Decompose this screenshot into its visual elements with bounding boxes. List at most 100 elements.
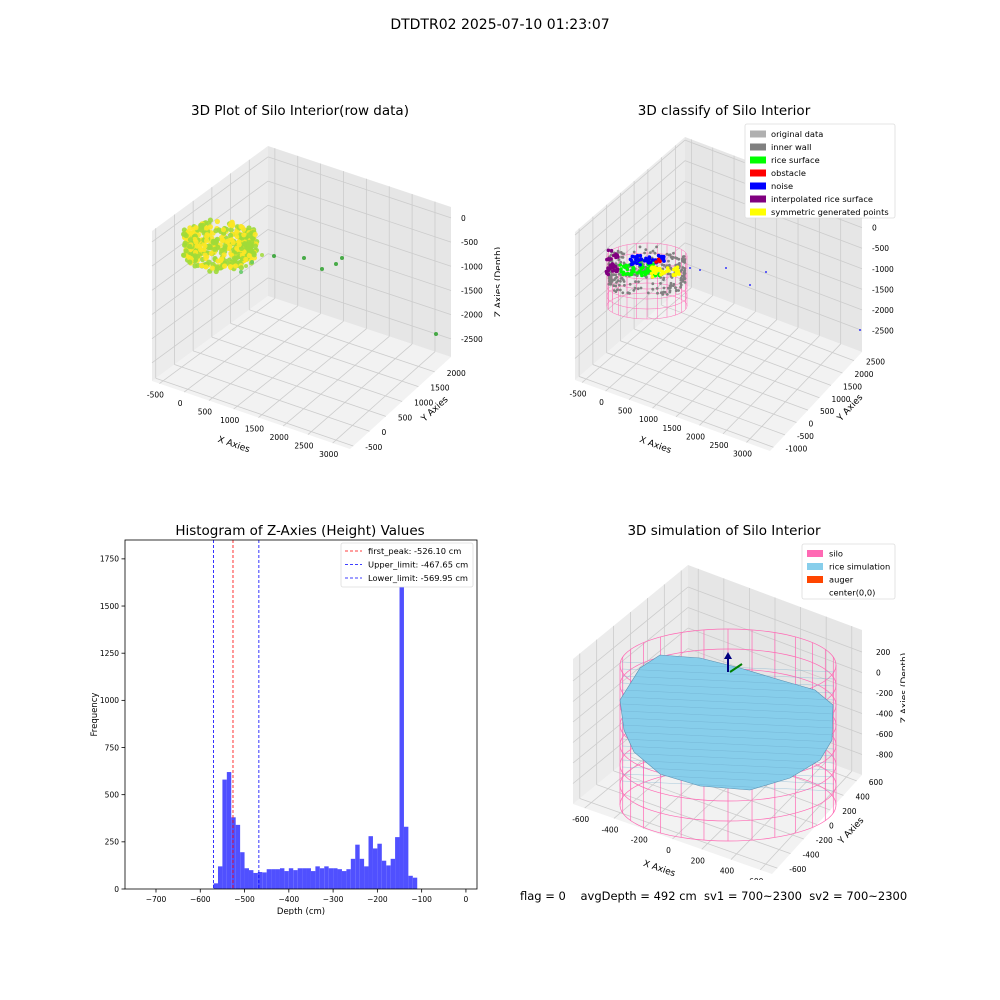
- legend-swatch: [807, 576, 823, 583]
- data-point: [187, 237, 194, 243]
- data-point: [250, 260, 254, 264]
- figure-title: DTDTR02 2025-07-10 01:23:07: [390, 17, 610, 33]
- x-tick-label: 500: [618, 407, 633, 416]
- inner-wall-point: [667, 286, 670, 290]
- status-line: flag = 0 avgDepth = 492 cm sv1 = 700~230…: [520, 889, 908, 903]
- inner-wall-point: [636, 287, 640, 291]
- rice-mesh-line: [621, 780, 835, 792]
- histogram-bar: [386, 865, 391, 889]
- noise-point: [749, 284, 751, 286]
- inner-wall-point: [618, 288, 622, 292]
- classified-point: [677, 272, 681, 276]
- inner-wall-point: [669, 272, 672, 276]
- classified-point: [621, 270, 626, 275]
- inner-wall-point: [621, 291, 625, 295]
- x-gridline: [722, 335, 820, 435]
- inner-wall-point: [653, 251, 657, 255]
- y-tick-label: 1500: [843, 382, 862, 391]
- classified-point: [629, 262, 634, 267]
- histogram-bar: [399, 558, 404, 889]
- legend-label: original data: [771, 129, 823, 139]
- z-gridline: [687, 586, 863, 653]
- histogram-bar: [222, 779, 227, 889]
- classified-point: [646, 261, 651, 265]
- rice-surface: [619, 654, 834, 791]
- histogram-bar: [341, 871, 347, 889]
- legend-label: obstacle: [771, 168, 806, 178]
- data-point: [181, 252, 187, 258]
- histogram-bar: [395, 837, 400, 889]
- noise-point: [699, 269, 701, 271]
- y-gridline: [211, 336, 403, 402]
- x-tick-label: −100: [411, 895, 432, 904]
- histogram-bar: [284, 871, 289, 889]
- center-marker: [729, 663, 743, 673]
- inner-wall-point: [638, 245, 642, 249]
- inner-wall-point: [666, 272, 670, 276]
- x-tick-label: 3000: [733, 449, 752, 458]
- z-axis-label: Z Axies (Depth): [494, 247, 500, 318]
- classified-point: [646, 258, 651, 262]
- classified-point: [655, 266, 659, 271]
- z-tick-label: -600: [876, 730, 893, 739]
- legend-box: [744, 123, 896, 219]
- x-gridline: [652, 311, 756, 409]
- classified-point: [673, 266, 678, 271]
- classify-3d-plot: -500 0 500 1000 1500 2000 2500 3000 -1000 -500 0 50…: [570, 123, 896, 458]
- classified-point: [650, 275, 655, 279]
- y-tick-label: 500: [398, 413, 413, 422]
- classified-point: [629, 258, 634, 263]
- rice-mesh-line: [621, 759, 835, 771]
- x-tick-label: 0: [178, 399, 183, 408]
- legend-label: silo: [829, 549, 843, 559]
- y-gridline: [174, 364, 370, 432]
- inner-wall-point: [676, 263, 679, 267]
- histogram-bar: [403, 826, 409, 889]
- histogram-bar: [293, 870, 298, 889]
- y-tick-label: 0: [829, 822, 834, 831]
- histogram-bar: [217, 866, 223, 889]
- inner-wall-point: [662, 276, 666, 280]
- classified-point: [607, 257, 611, 262]
- y-tick-label: 0: [382, 428, 387, 437]
- z-gridline: [267, 253, 452, 316]
- data-point: [260, 253, 264, 257]
- z-tick-label: -2000: [872, 306, 894, 315]
- y-gridline: [620, 340, 809, 411]
- x-tick-label: −600: [190, 895, 211, 904]
- x-gridline: [675, 319, 777, 418]
- y-gridline: [661, 304, 843, 374]
- legend-label: inner wall: [771, 142, 811, 152]
- inner-wall-point: [662, 290, 665, 294]
- classified-point: [658, 268, 663, 273]
- rice-mesh-line: [621, 724, 835, 736]
- x-tick-label: -500: [570, 390, 587, 399]
- x-gridline: [183, 305, 298, 393]
- z-gridline: [574, 201, 686, 298]
- z-tick-label: 0: [876, 669, 881, 678]
- data-point: [211, 239, 217, 245]
- x-tick-label: 500: [198, 408, 213, 417]
- z-gridline: [574, 180, 686, 277]
- y-tick-label: 2000: [447, 369, 466, 378]
- y-tick-label: 0: [808, 420, 813, 429]
- inner-wall-point: [682, 255, 686, 258]
- inner-wall-point: [612, 289, 616, 292]
- classified-point: [662, 254, 666, 259]
- data-point: [246, 225, 252, 231]
- data-point: [181, 227, 187, 233]
- inner-wall-point: [668, 290, 672, 294]
- inner-wall-point: [683, 267, 686, 270]
- rice-mesh-line: [621, 682, 835, 694]
- inner-wall-point: [620, 255, 624, 259]
- x-gridline: [699, 327, 799, 426]
- inner-wall-point: [682, 276, 686, 279]
- legend-swatch: [807, 563, 823, 570]
- histogram-bar: [368, 836, 373, 889]
- inner-wall-point: [681, 257, 684, 261]
- y-tick-label: 400: [855, 792, 870, 801]
- x-gridline: [307, 343, 413, 435]
- classified-point: [638, 263, 642, 267]
- inner-wall-point: [669, 281, 673, 285]
